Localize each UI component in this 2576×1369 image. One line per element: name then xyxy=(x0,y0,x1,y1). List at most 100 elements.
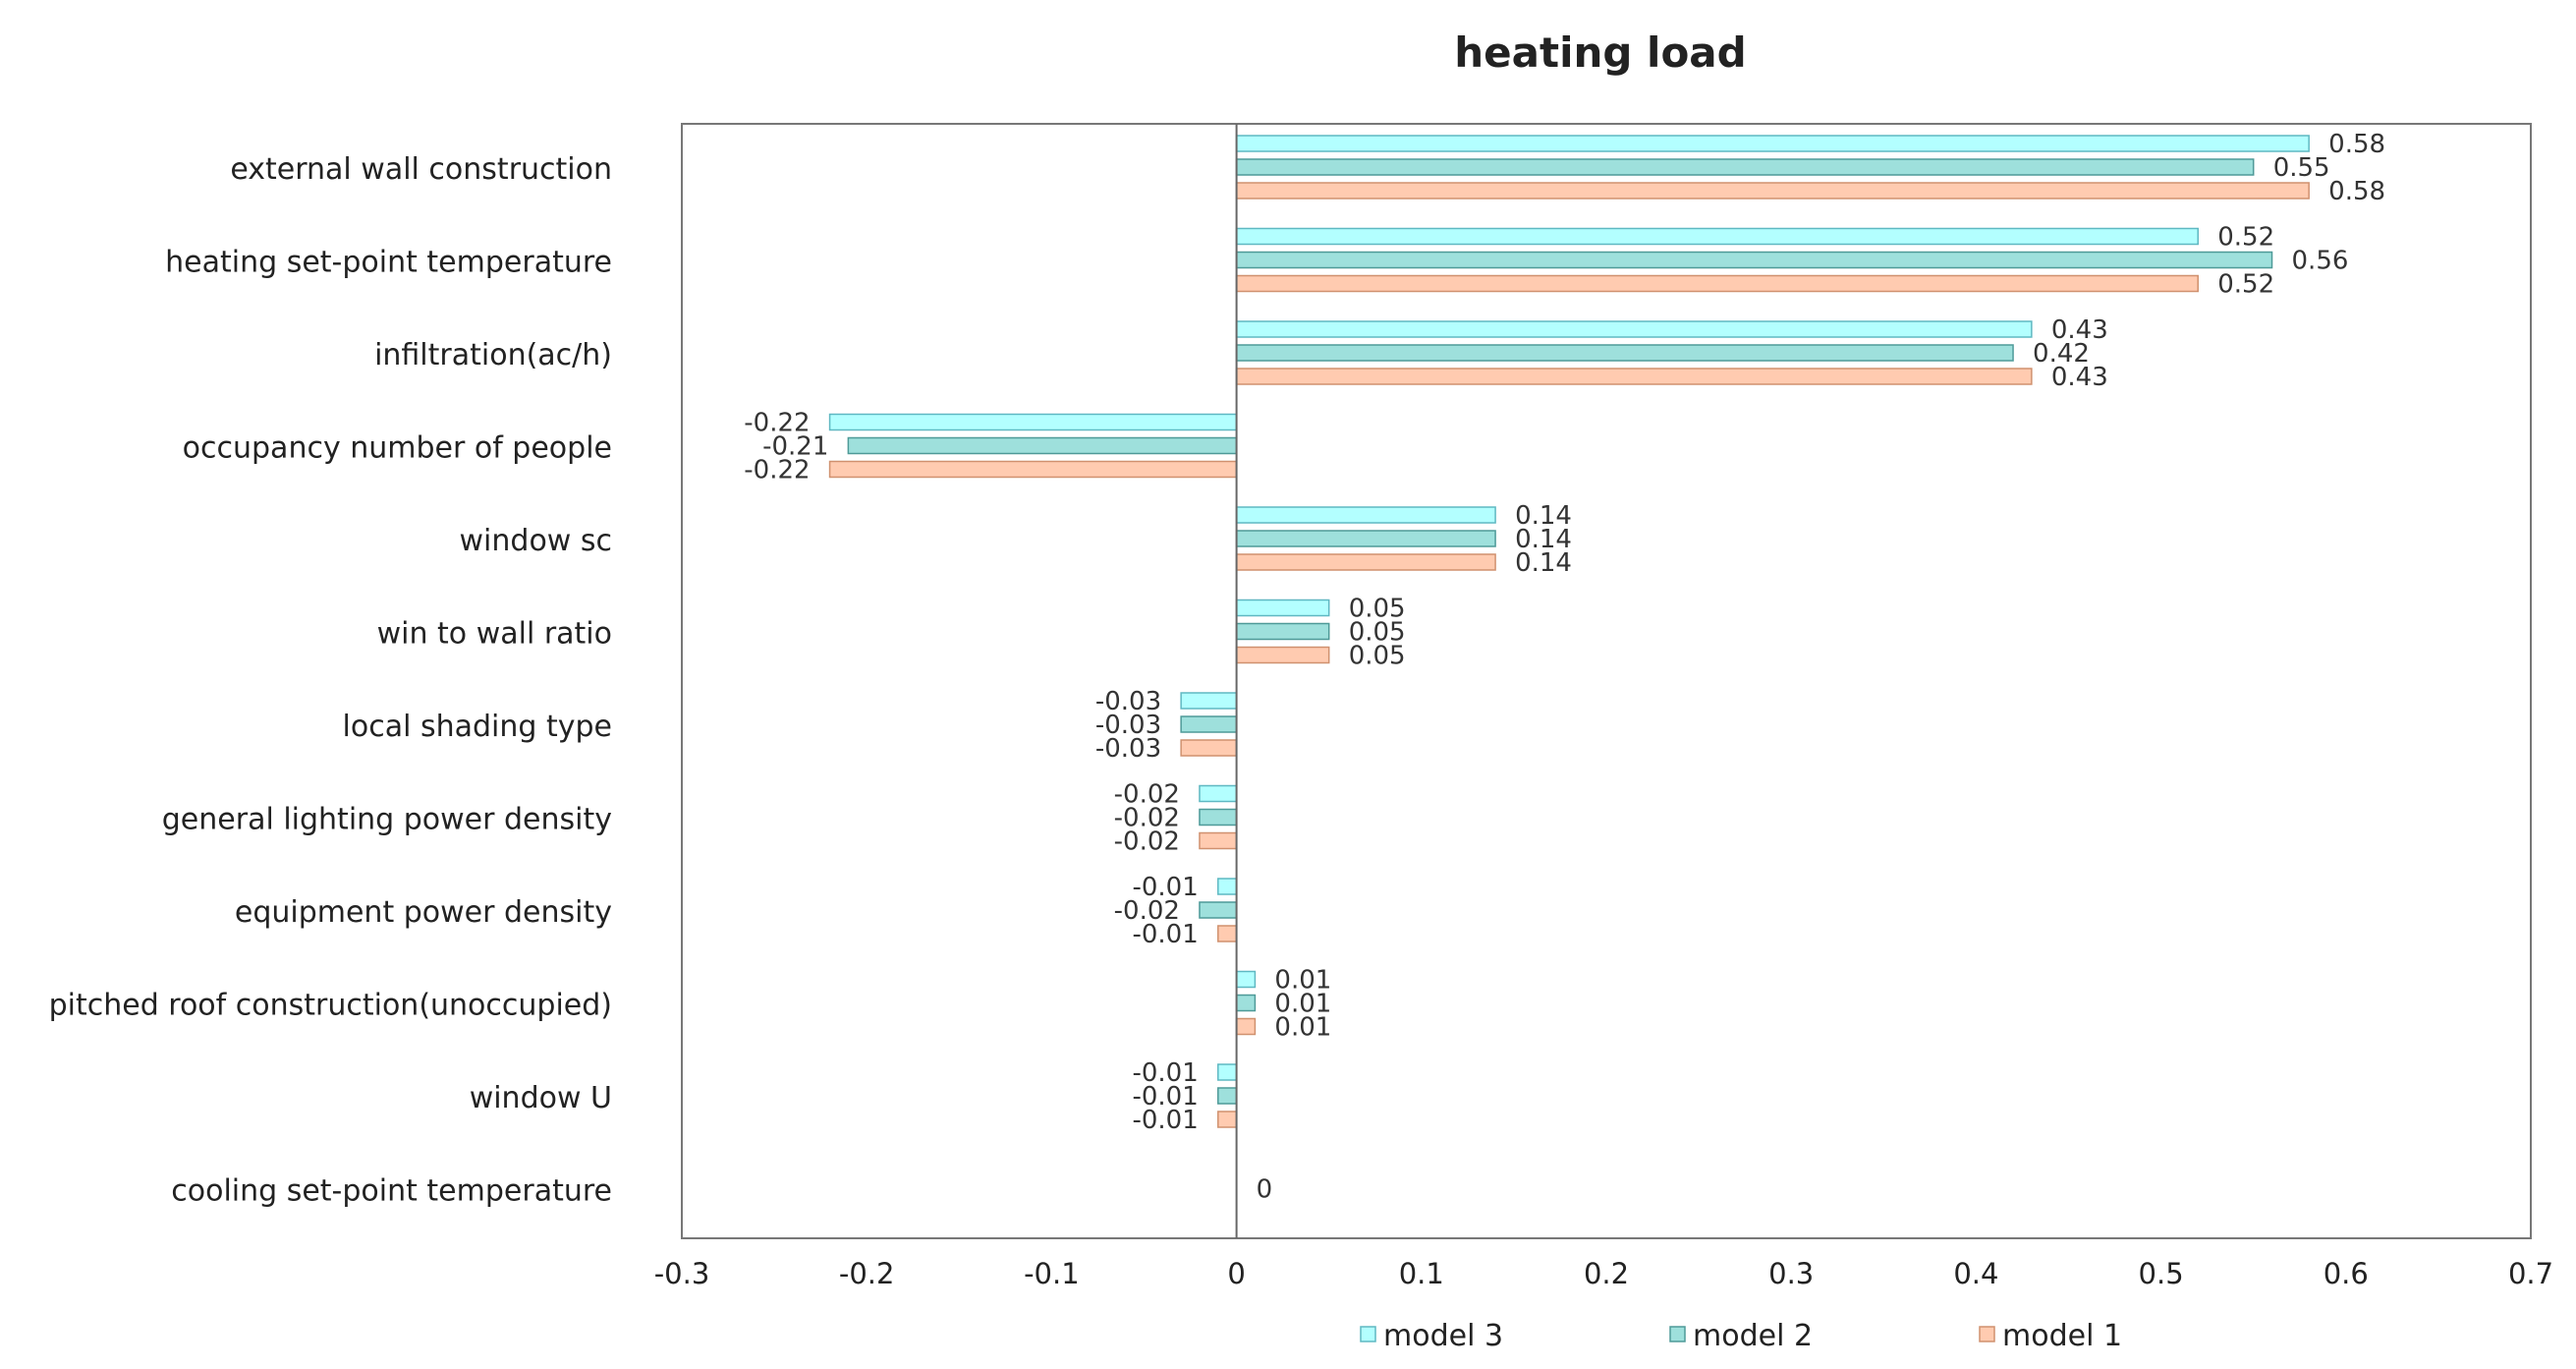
legend-label: model 3 xyxy=(1383,1319,1503,1353)
category-label: infiltration(ac/h) xyxy=(374,338,612,372)
data-label: 0.43 xyxy=(2051,363,2108,392)
data-label: -0.02 xyxy=(1114,780,1180,810)
data-label: -0.21 xyxy=(762,432,828,462)
bar-model-2 xyxy=(1235,344,2014,362)
category-labels-layer: external wall construction heating set-po… xyxy=(49,152,612,1209)
data-label: -0.01 xyxy=(1132,1082,1198,1112)
x-tick-label: -0.1 xyxy=(1024,1257,1080,1290)
x-tick-label: 0.1 xyxy=(1399,1257,1444,1290)
bar-model-1 xyxy=(828,460,1238,479)
bar-model-1 xyxy=(1235,182,2310,200)
bar-model-3 xyxy=(828,413,1238,431)
bar-model-3 xyxy=(1217,1063,1238,1081)
bar-model-2 xyxy=(1235,530,1496,547)
bar-model-3 xyxy=(1235,506,1496,524)
category-label: occupancy number of people xyxy=(183,431,612,466)
data-label: -0.01 xyxy=(1132,1106,1198,1135)
bar-model-1 xyxy=(1217,1111,1238,1128)
data-label: -0.03 xyxy=(1095,687,1161,716)
legend-swatch xyxy=(1360,1326,1376,1342)
bar-model-2 xyxy=(1199,808,1238,827)
category-label: window sc xyxy=(460,524,612,558)
data-label: -0.02 xyxy=(1114,804,1180,833)
data-label: 0.05 xyxy=(1349,618,1406,648)
value-labels-layer: 0.580.550.58 0.52 0.56 0.52 0.430.420.43 -0.2… xyxy=(744,130,2385,1205)
data-label: 0.52 xyxy=(2217,223,2274,253)
data-label: 0.14 xyxy=(1515,548,1572,578)
bar-model-2 xyxy=(847,436,1238,455)
x-tick-label: 0 xyxy=(1227,1257,1245,1290)
bar-model-3 xyxy=(1235,970,1257,989)
bar-model-1 xyxy=(1180,739,1238,757)
category-label: local shading type xyxy=(343,710,612,744)
legend-label: model 2 xyxy=(1693,1319,1813,1353)
category-label: heating set-point temperature xyxy=(165,246,612,280)
category-label: win to wall ratio xyxy=(377,617,612,652)
data-label: -0.22 xyxy=(744,409,810,438)
legend-label: model 1 xyxy=(2002,1319,2122,1353)
data-label: 0.55 xyxy=(2273,153,2330,183)
category-label: cooling set-point temperature xyxy=(171,1174,612,1209)
data-label: -0.01 xyxy=(1132,920,1198,949)
data-label: -0.01 xyxy=(1132,1058,1198,1088)
x-tick-label: -0.3 xyxy=(654,1257,710,1290)
data-label: -0.03 xyxy=(1095,711,1161,740)
data-label: -0.02 xyxy=(1114,896,1180,926)
data-label: 0.01 xyxy=(1274,966,1331,996)
data-label: 0.56 xyxy=(2292,247,2349,276)
data-label: 0.14 xyxy=(1515,525,1572,554)
category-label: pitched roof construction(unoccupied) xyxy=(49,989,612,1023)
bar-model-1 xyxy=(1235,1017,1257,1036)
legend-swatch xyxy=(1669,1326,1686,1342)
data-label: 0.14 xyxy=(1515,501,1572,531)
category-label: general lighting power density xyxy=(162,803,612,837)
bar-model-1 xyxy=(1199,831,1238,850)
chart-title: heating load xyxy=(1454,29,1746,77)
data-label: 0.05 xyxy=(1349,595,1406,624)
data-label: -0.01 xyxy=(1132,873,1198,902)
data-label: 0.58 xyxy=(2328,177,2385,206)
category-label: equipment power density xyxy=(235,895,612,930)
x-axis-tick-labels: -0.3 -0.2 -0.1 0 0.1 0.2 0.3 0.4 0.5 0.6 0.7 xyxy=(654,1257,2553,1290)
bar-model-3 xyxy=(1199,784,1238,803)
data-label: -0.03 xyxy=(1095,734,1161,764)
category-label: external wall construction xyxy=(230,152,612,187)
bar-model-2 xyxy=(1235,622,1330,641)
plot-area-frame xyxy=(681,123,2532,1239)
bar-model-1 xyxy=(1235,646,1330,664)
bar-model-1 xyxy=(1235,553,1496,571)
x-tick-label: 0.6 xyxy=(2324,1257,2369,1290)
data-label: 0.52 xyxy=(2217,270,2274,300)
bar-model-1 xyxy=(1217,925,1238,942)
data-label: -0.02 xyxy=(1114,827,1180,857)
data-label: 0.05 xyxy=(1349,642,1406,671)
bar-model-2 xyxy=(1235,251,2273,269)
bar-model-1 xyxy=(1235,368,2033,385)
data-label: 0.43 xyxy=(2051,315,2108,345)
bar-model-3 xyxy=(1235,135,2310,152)
x-tick-label: 0.5 xyxy=(2139,1257,2184,1290)
x-tick-label: 0.3 xyxy=(1768,1257,1814,1290)
bar-model-2 xyxy=(1235,158,2255,176)
data-label: 0 xyxy=(1257,1175,1273,1205)
bar-model-1 xyxy=(1235,274,2199,293)
bar-model-2 xyxy=(1180,715,1238,733)
data-label: 0.58 xyxy=(2328,130,2385,159)
data-label: -0.22 xyxy=(744,456,810,485)
bar-model-2 xyxy=(1199,901,1238,919)
x-tick-label: 0.7 xyxy=(2508,1257,2553,1290)
bar-model-3 xyxy=(1217,878,1238,895)
category-label: window U xyxy=(470,1081,612,1115)
bars-layer xyxy=(828,135,2310,1128)
x-tick-label: 0.2 xyxy=(1584,1257,1629,1290)
data-label: 0.01 xyxy=(1274,990,1331,1019)
x-tick-label: 0.4 xyxy=(1953,1257,1998,1290)
data-label: 0.01 xyxy=(1274,1013,1331,1043)
x-tick-label: -0.2 xyxy=(839,1257,895,1290)
bar-model-3 xyxy=(1235,599,1330,617)
legend-swatch xyxy=(1979,1326,1995,1342)
data-label: 0.42 xyxy=(2033,339,2090,369)
bar-model-3 xyxy=(1235,320,2033,338)
bar-model-3 xyxy=(1235,227,2199,246)
